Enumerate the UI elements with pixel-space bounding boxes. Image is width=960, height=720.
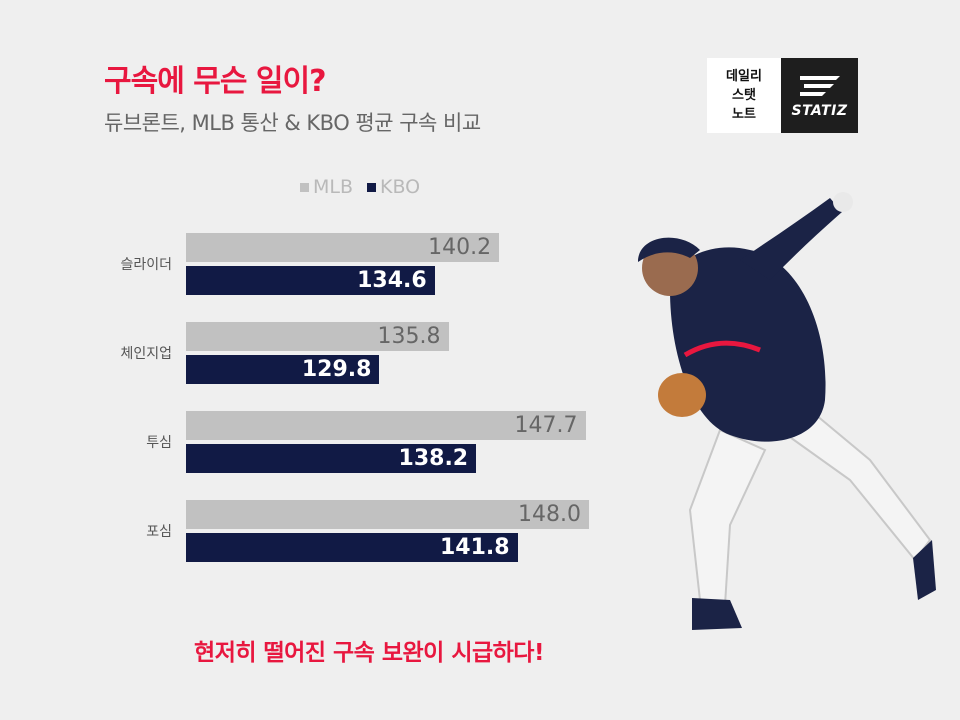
data-label-mlb: 140.2: [428, 235, 492, 260]
data-label-kbo: 138.2: [398, 446, 469, 471]
legend-item-kbo: KBO: [367, 176, 420, 198]
bar-mlb: 148.0: [186, 500, 589, 529]
chart-subtitle: 듀브론트, MLB 통산 & KBO 평균 구속 비교: [104, 111, 481, 135]
bar-mlb: 140.2: [186, 233, 500, 262]
legend-label-kbo: KBO: [380, 176, 421, 198]
data-label-kbo: 141.8: [439, 535, 510, 560]
category-label: 포심: [146, 524, 172, 540]
brand-line-3: 노트: [732, 107, 756, 122]
bar-mlb: 147.7: [186, 411, 586, 440]
statiz-logo: STATIZ: [781, 58, 858, 133]
statiz-lines-icon: [799, 75, 840, 96]
category-label: 체인지업: [120, 346, 172, 362]
statiz-wordmark: STATIZ: [791, 102, 848, 119]
bar-mlb: 135.8: [186, 322, 449, 351]
data-label-kbo: 134.6: [357, 268, 427, 293]
data-label-mlb: 147.7: [514, 413, 578, 438]
brand-line-2: 스탯: [732, 88, 756, 103]
chart-title: 구속에 무슨 일이?: [104, 64, 326, 99]
bar-kbo: 138.2: [186, 444, 477, 473]
legend-label-mlb: MLB: [313, 176, 354, 198]
bar-kbo: 129.8: [186, 355, 380, 384]
brand-logo: 데일리 스탯 노트 STATIZ: [707, 58, 858, 133]
category-label: 투심: [146, 435, 172, 451]
bar-kbo: 141.8: [186, 533, 518, 562]
legend-swatch-mlb: [300, 182, 309, 192]
data-label-kbo: 129.8: [301, 357, 372, 382]
chart-legend: MLB KBO: [300, 176, 420, 198]
legend-item-mlb: MLB: [300, 176, 353, 198]
data-label-mlb: 148.0: [517, 502, 581, 527]
brand-line-1: 데일리: [726, 69, 762, 84]
brand-daily-stat-note: 데일리 스탯 노트: [707, 58, 781, 133]
pitcher-illustration: [638, 192, 936, 630]
bar-kbo: 134.6: [186, 266, 435, 295]
footer-caption: 현저히 떨어진 구속 보완이 시급하다!: [194, 640, 544, 666]
data-label-mlb: 135.8: [377, 324, 441, 349]
category-label: 슬라이더: [120, 257, 172, 273]
legend-swatch-kbo: [367, 182, 377, 192]
